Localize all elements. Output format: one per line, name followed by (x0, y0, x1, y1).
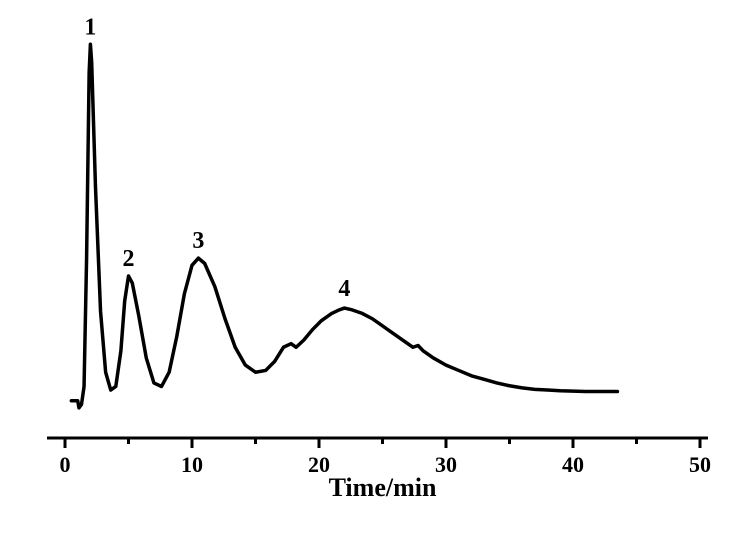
chart-svg: 0 10 20 30 40 50 Time/min 1 2 3 4 (0, 0, 752, 537)
x-axis-label: Time/min (329, 473, 437, 502)
peak-label-2: 2 (123, 246, 135, 272)
peak-label-1: 1 (84, 14, 96, 40)
chromatogram-chart: 0 10 20 30 40 50 Time/min 1 2 3 4 (0, 0, 752, 537)
x-tick-label: 0 (60, 452, 71, 477)
x-tick-label: 50 (689, 452, 711, 477)
x-tick-label: 20 (308, 452, 330, 477)
chart-bg (0, 0, 752, 537)
x-tick-label: 10 (181, 452, 203, 477)
x-tick-label: 30 (435, 452, 457, 477)
peak-label-4: 4 (338, 276, 350, 302)
x-tick-label: 40 (562, 452, 584, 477)
peak-label-3: 3 (192, 228, 204, 254)
